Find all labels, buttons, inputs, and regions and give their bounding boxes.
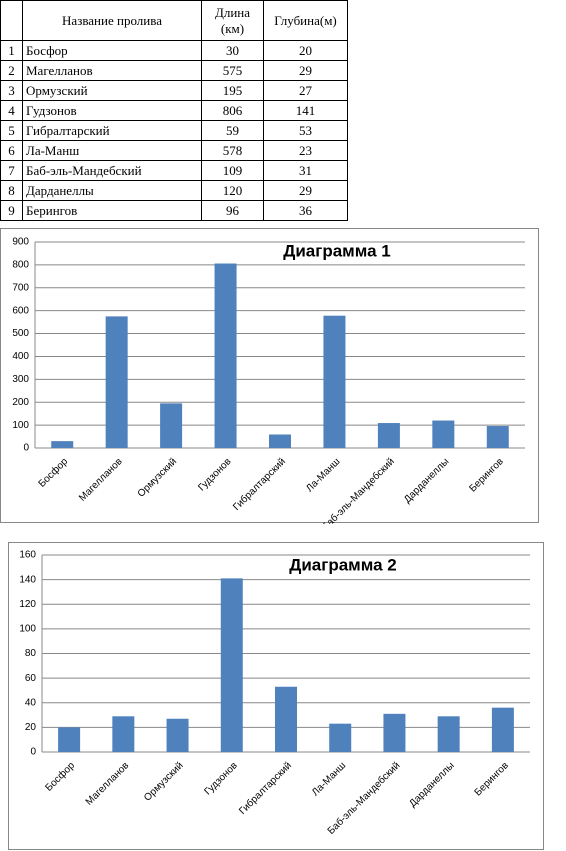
table-row: 1 Босфор 30 20 [0, 40, 348, 61]
bar [437, 716, 460, 752]
table-cell: 806 [201, 100, 264, 121]
bar [269, 434, 291, 448]
bar [275, 686, 297, 752]
y-tick-label: 40 [25, 697, 37, 708]
table-cell: 7 [0, 160, 23, 181]
table-cell: 3 [0, 80, 23, 101]
table-row: 8 Дарданеллы 120 29 [0, 180, 348, 201]
bar [329, 723, 352, 752]
table-cell: Гудзонов [22, 100, 202, 121]
bar [323, 315, 346, 448]
table-cell: 109 [201, 160, 264, 181]
chart-title: Диаграмма 2 [289, 555, 397, 574]
table-cell: Дарданеллы [22, 180, 202, 201]
y-tick-label: 500 [12, 328, 29, 339]
table-cell: 4 [0, 100, 23, 121]
table-cell: Баб-эль-Мандебский [22, 160, 202, 181]
table-cell: 30 [201, 40, 264, 61]
table-cell: 20 [263, 40, 348, 61]
table-row: 4 Гудзонов 806 141 [0, 100, 348, 121]
y-tick-label: 0 [23, 443, 29, 454]
table-cell: 36 [263, 200, 348, 221]
header-cell: Глубина(м) [263, 0, 348, 41]
table-cell: 578 [201, 140, 264, 161]
header-cell: Название пролива [22, 0, 202, 41]
y-tick-label: 140 [19, 574, 36, 585]
table-cell: 2 [0, 60, 23, 81]
table-cell: 195 [201, 80, 264, 101]
table-row: 2 Магелланов 575 29 [0, 60, 348, 81]
table-cell: 29 [263, 180, 348, 201]
table-row: 9 Берингов 96 36 [0, 200, 348, 221]
bar [377, 423, 400, 448]
y-tick-label: 120 [19, 599, 36, 610]
chart-title: Диаграмма 1 [283, 241, 391, 260]
table-cell: 141 [263, 100, 348, 121]
bar [112, 716, 135, 752]
table-cell: Берингов [22, 200, 202, 221]
table-cell: 6 [0, 140, 23, 161]
table-cell: 9 [0, 200, 23, 221]
y-tick-label: 160 [19, 550, 36, 561]
table-cell: 575 [201, 60, 264, 81]
bar [51, 441, 74, 448]
table-cell: 5 [0, 120, 23, 141]
table-cell: 53 [263, 120, 348, 141]
bar [383, 713, 406, 752]
bar [491, 707, 514, 752]
y-tick-label: 900 [12, 237, 29, 248]
bar [160, 403, 183, 448]
header-cell: Длина (км) [201, 0, 264, 41]
table-cell: Магелланов [22, 60, 202, 81]
table-cell: Гибралтарский [22, 120, 202, 141]
chart-frame [0, 228, 539, 523]
header-row: Название пролива Длина (км) Глубина(м) [0, 0, 348, 41]
table-cell: 120 [201, 180, 264, 201]
y-tick-label: 60 [25, 673, 37, 684]
table-cell: 59 [201, 120, 264, 141]
bar [166, 718, 189, 752]
table-cell: 27 [263, 80, 348, 101]
table-row: 7 Баб-эль-Мандебский 109 31 [0, 160, 348, 181]
bar [486, 426, 509, 448]
bar [105, 316, 128, 448]
y-tick-label: 0 [30, 747, 36, 758]
table-cell: 1 [0, 40, 23, 61]
y-tick-label: 300 [12, 374, 29, 385]
y-tick-label: 800 [12, 260, 29, 271]
bar [220, 578, 243, 752]
table-cell: 29 [263, 60, 348, 81]
y-tick-label: 80 [25, 648, 37, 659]
y-tick-label: 600 [12, 305, 29, 316]
table-cell: Ла-Манш [22, 140, 202, 161]
y-tick-label: 200 [12, 397, 29, 408]
y-tick-label: 700 [12, 282, 29, 293]
table-cell: Босфор [22, 40, 202, 61]
table-cell: 8 [0, 180, 23, 201]
header-cell [0, 0, 23, 41]
table-cell: Ормузский [22, 80, 202, 101]
table-row: 3 Ормузский 195 27 [0, 80, 348, 101]
table-cell: 31 [263, 160, 348, 181]
y-tick-label: 20 [25, 722, 37, 733]
bar [214, 263, 237, 448]
y-tick-label: 400 [12, 351, 29, 362]
straits-table: Название пролива Длина (км) Глубина(м) 1 Бо… [0, 0, 348, 221]
table-row: 5 Гибралтарский 59 53 [0, 120, 348, 141]
table-row: 6 Ла-Манш 578 23 [0, 140, 348, 161]
bar [58, 727, 81, 752]
y-tick-label: 100 [19, 624, 36, 635]
table-cell: 23 [263, 140, 348, 161]
table-cell: 96 [201, 200, 264, 221]
y-tick-label: 100 [12, 420, 29, 431]
bar [432, 420, 455, 448]
